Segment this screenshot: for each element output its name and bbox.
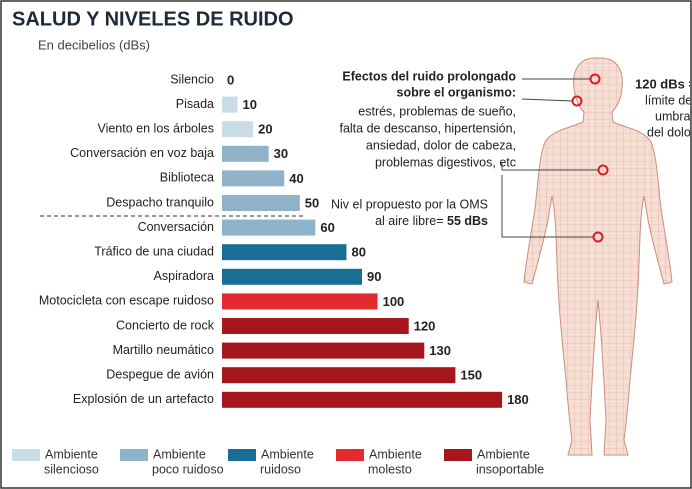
value-label: 80 [351, 245, 365, 260]
effects-title: Efectos del ruido prolongado [342, 69, 516, 83]
value-label: 90 [367, 269, 381, 284]
category-label: Despacho tranquilo [106, 195, 214, 209]
value-label: 50 [305, 195, 319, 210]
category-label: Explosión de un artefacto [73, 392, 214, 406]
bar [222, 367, 455, 383]
bar [222, 244, 346, 260]
bar [222, 195, 300, 211]
value-label: 40 [289, 171, 303, 186]
category-label: Viento en los árboles [97, 121, 214, 135]
legend-label: poco ruidoso [152, 462, 224, 476]
legend-label: ruidoso [260, 462, 301, 476]
category-label: Concierto de rock [116, 318, 215, 332]
bar [222, 293, 378, 309]
pain-note-text: del dolo [647, 125, 691, 139]
legend-label: molesto [368, 462, 412, 476]
bar [222, 318, 409, 334]
category-label: Martillo neumático [113, 343, 214, 357]
value-label: 150 [460, 368, 482, 383]
bar [222, 146, 269, 162]
value-label: 120 [414, 318, 436, 333]
legend-label: silencioso [44, 462, 99, 476]
legend-label: insoportable [476, 462, 544, 476]
value-label: 0 [227, 72, 234, 87]
legend-swatch [228, 449, 256, 461]
category-label: Conversación en voz baja [70, 146, 214, 160]
bar [222, 220, 315, 236]
legend-swatch [444, 449, 472, 461]
category-label: Biblioteca [160, 171, 214, 185]
effects-body: problemas digestivos, etc [375, 155, 516, 169]
bar [222, 121, 253, 137]
bar [222, 343, 424, 359]
value-label: 130 [429, 343, 451, 358]
value-label: 20 [258, 122, 272, 137]
category-label: Motocicleta con escape ruidoso [39, 294, 214, 308]
legend-label: Ambiente [477, 447, 530, 461]
value-label: 180 [507, 392, 529, 407]
pain-note-text: límite de [645, 93, 692, 107]
legend-label: Ambiente [369, 447, 422, 461]
category-label: Aspiradora [154, 269, 214, 283]
chart: SALUD Y NIVELES DE RUIDO En decibelios (… [0, 0, 692, 489]
subtitle: En decibelios (dBs) [38, 37, 150, 52]
pain-note-text: umbra [655, 109, 690, 123]
legend-label: Ambiente [261, 447, 314, 461]
effects-title: sobre el organismo: [397, 85, 516, 99]
chart-title: SALUD Y NIVELES DE RUIDO [12, 8, 294, 30]
category-label: Pisada [176, 97, 214, 111]
value-label: 10 [243, 97, 257, 112]
category-label: Conversación [138, 220, 214, 234]
legend-label: Ambiente [45, 447, 98, 461]
effects-body: ansiedad, dolor de cabeza, [366, 138, 516, 152]
category-label: Silencio [170, 72, 214, 86]
legend-swatch [336, 449, 364, 461]
pain-note-title: 120 dBs = [635, 76, 692, 91]
legend-swatch [120, 449, 148, 461]
bar [222, 269, 362, 285]
bar [222, 170, 284, 186]
category-label: Despegue de avión [106, 367, 214, 381]
value-label: 60 [320, 220, 334, 235]
bar [222, 97, 238, 113]
oms-note: al aire libre= 55 dBs [375, 214, 488, 228]
legend-label: Ambiente [153, 447, 206, 461]
oms-note-text: al aire libre= [375, 214, 447, 228]
oms-note: Niv el propuesto por la OMS [331, 197, 488, 211]
category-label: Tráfico de una ciudad [94, 244, 214, 258]
bar [222, 392, 502, 408]
effects-body: falta de descanso, hipertensión, [339, 121, 516, 135]
effects-body: estrés, problemas de sueño, [358, 104, 516, 118]
oms-note-value: 55 dBs [447, 214, 488, 228]
value-label: 30 [274, 146, 288, 161]
legend-swatch [12, 449, 40, 461]
value-label: 100 [383, 294, 405, 309]
